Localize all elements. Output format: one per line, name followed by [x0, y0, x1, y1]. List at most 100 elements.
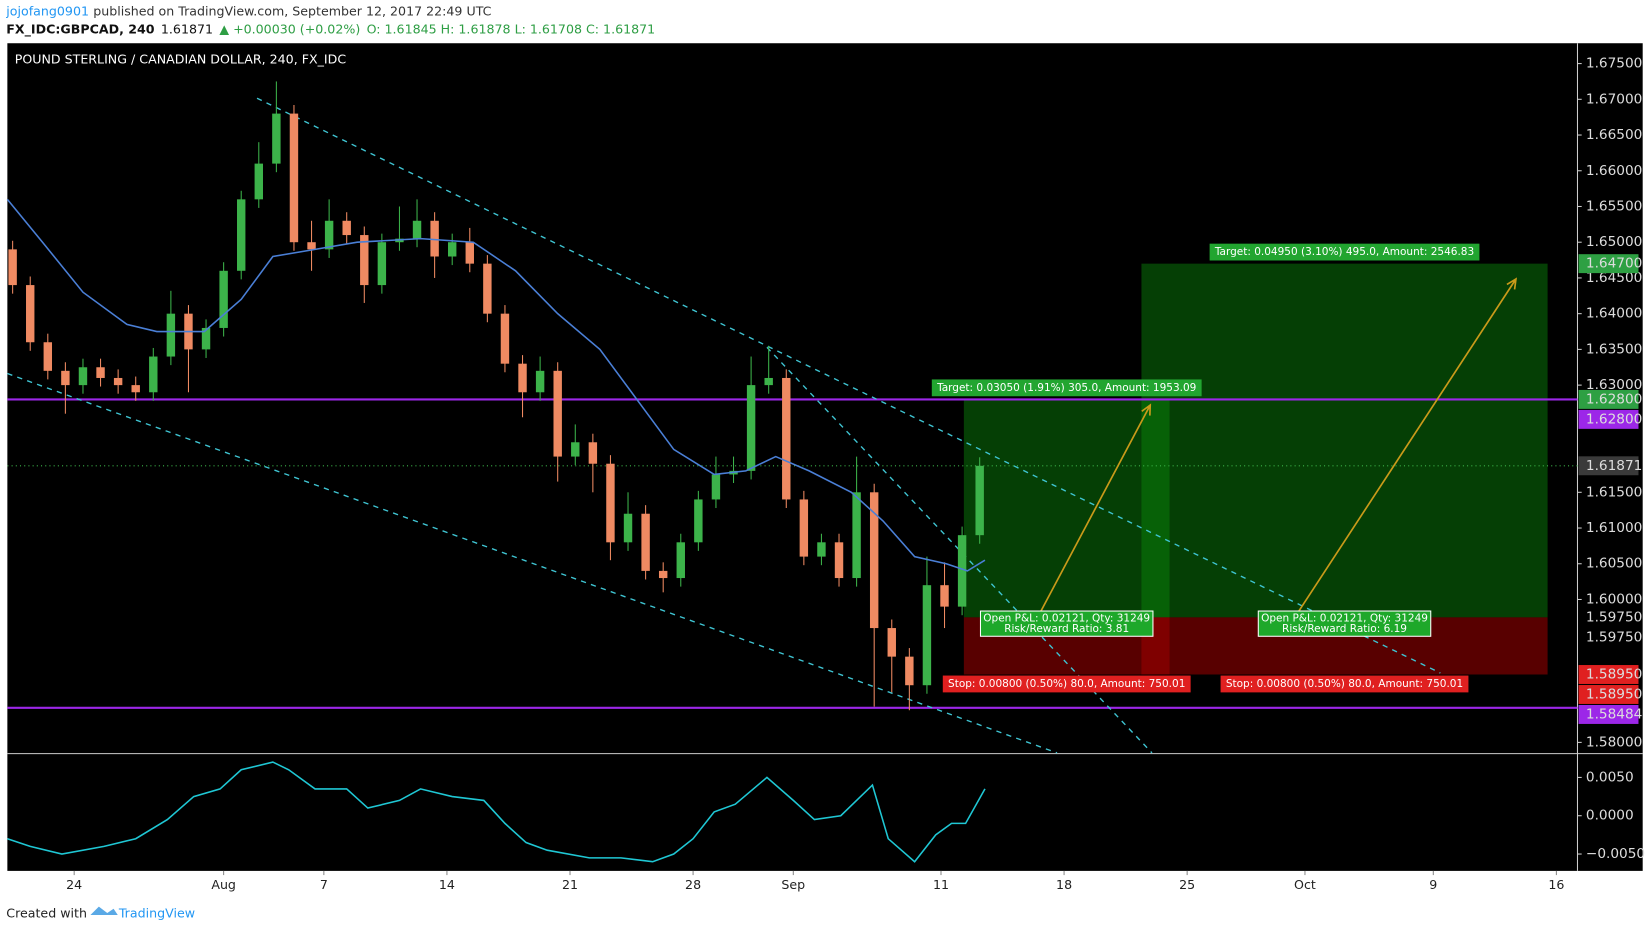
candle-body	[905, 656, 914, 686]
pnl-box	[1257, 610, 1432, 637]
price-label-bg	[1578, 254, 1639, 274]
last-price: 1.61871	[161, 21, 213, 36]
x-tick-label: 7	[320, 877, 328, 892]
x-tick-label: 24	[66, 877, 82, 892]
y-tick-label: 1.63500	[1586, 341, 1642, 357]
target-label: Target: 0.04950 (3.10%) 495.0, Amount: 2…	[1214, 246, 1474, 258]
price-label: 1.58484	[1586, 706, 1642, 722]
pnl-box	[979, 610, 1154, 637]
candle-body	[500, 313, 510, 364]
stop-label-bg	[1220, 675, 1469, 693]
target-label-bg	[931, 379, 1202, 397]
y-tick-label: 0.0000	[1586, 808, 1634, 824]
candle-body	[8, 249, 17, 286]
candle-body	[834, 542, 844, 579]
candle-body	[711, 474, 721, 500]
stop-label-bg	[942, 675, 1191, 693]
x-tick-label: 11	[933, 877, 949, 892]
chart-title: POUND STERLING / CANADIAN DOLLAR, 240, F…	[15, 52, 347, 67]
candle-body	[430, 220, 439, 257]
candle-body	[96, 367, 105, 378]
candle-body	[694, 499, 703, 543]
x-tick-label: Oct	[1294, 877, 1316, 892]
candle-body	[887, 628, 896, 657]
candle-body	[869, 492, 879, 629]
x-tick-label: 18	[1056, 877, 1072, 892]
price-label: 1.59750	[1586, 609, 1642, 625]
y-tick-label: 1.60500	[1586, 556, 1642, 572]
candle-body	[131, 385, 140, 393]
x-tick-label: Sep	[781, 877, 805, 892]
x-tick-label: 14	[439, 877, 455, 892]
candle-body	[26, 285, 35, 343]
candle-body	[535, 370, 545, 393]
arrow	[1035, 403, 1152, 621]
y-tick-label: 1.65500	[1586, 198, 1642, 214]
candle-body	[957, 535, 967, 607]
author[interactable]: jojofang0901	[5, 3, 89, 18]
price-label-bg	[1578, 389, 1639, 409]
candle-body	[201, 327, 211, 350]
pnl-label: Open P&L: 0.02121, Qty: 31249	[983, 612, 1150, 624]
y-tick-label: 1.64500	[1586, 270, 1642, 286]
x-tick-label: 21	[562, 877, 578, 892]
trendline	[7, 372, 1058, 754]
target-label: Target: 0.03050 (1.91%) 305.0, Amount: 1…	[936, 382, 1196, 394]
y-tick-label: 1.64000	[1586, 306, 1642, 322]
candle-body	[588, 442, 598, 464]
candle-body	[746, 385, 756, 471]
trendline	[256, 97, 1441, 674]
candle-body	[817, 542, 826, 557]
candle-body	[922, 585, 932, 686]
price-label-bg	[1578, 665, 1639, 684]
header-line: jojofang0901 published on TradingView.com…	[5, 3, 491, 18]
y-tick-label: 1.65000	[1586, 234, 1642, 250]
stop-label: Stop: 0.00800 (0.50%) 80.0, Amount: 750.…	[948, 678, 1185, 690]
candle-body	[852, 492, 861, 579]
candle-body	[799, 499, 809, 557]
y-tick-label: 1.63000	[1586, 377, 1642, 393]
y-tick-label: 1.67500	[1586, 56, 1642, 72]
candle-body	[166, 313, 176, 357]
rr-label: Risk/Reward Ratio: 3.81	[1004, 623, 1129, 635]
brand-logo	[90, 906, 118, 916]
y-tick-label: 1.58000	[1586, 734, 1642, 750]
stop-label: Stop: 0.00800 (0.50%) 80.0, Amount: 750.…	[1226, 678, 1463, 690]
candle-body	[447, 242, 457, 257]
candle-body	[465, 242, 474, 264]
arrow	[1295, 277, 1518, 616]
candle-body	[78, 367, 88, 386]
candle-body	[43, 342, 53, 371]
candle-body	[676, 542, 685, 579]
candle-body	[641, 513, 650, 571]
candle-body	[553, 370, 562, 457]
y-tick-label: −0.0050	[1586, 846, 1645, 862]
target-zone	[1141, 263, 1548, 618]
y-tick-label: 1.61500	[1586, 484, 1642, 500]
pnl-label: Open P&L: 0.02121, Qty: 31249	[1261, 612, 1428, 624]
y-tick-label: 1.61000	[1586, 520, 1642, 536]
price-label: 1.59750	[1586, 629, 1642, 645]
candle-body	[975, 465, 984, 536]
candle-body	[61, 370, 70, 386]
candle-body	[237, 199, 246, 271]
candle-body	[149, 356, 158, 393]
candle-body	[377, 242, 387, 286]
target-label-bg	[1209, 243, 1480, 261]
target-zone	[963, 399, 1170, 618]
footer-brand[interactable]: TradingView	[118, 906, 195, 921]
symbol: FX_IDC:GBPCAD, 240	[6, 21, 155, 37]
candle-body	[483, 263, 492, 314]
y-tick-label: 1.66000	[1586, 163, 1642, 179]
chart-panel	[7, 43, 1643, 871]
candle-body	[782, 377, 791, 500]
x-tick-label: 28	[685, 877, 701, 892]
candle-body	[571, 442, 580, 457]
price-label: 1.61871	[1586, 458, 1642, 474]
line-series	[6, 198, 986, 572]
price-label: 1.58950	[1586, 686, 1642, 702]
candle-body	[764, 377, 773, 386]
candle-body	[360, 235, 369, 286]
